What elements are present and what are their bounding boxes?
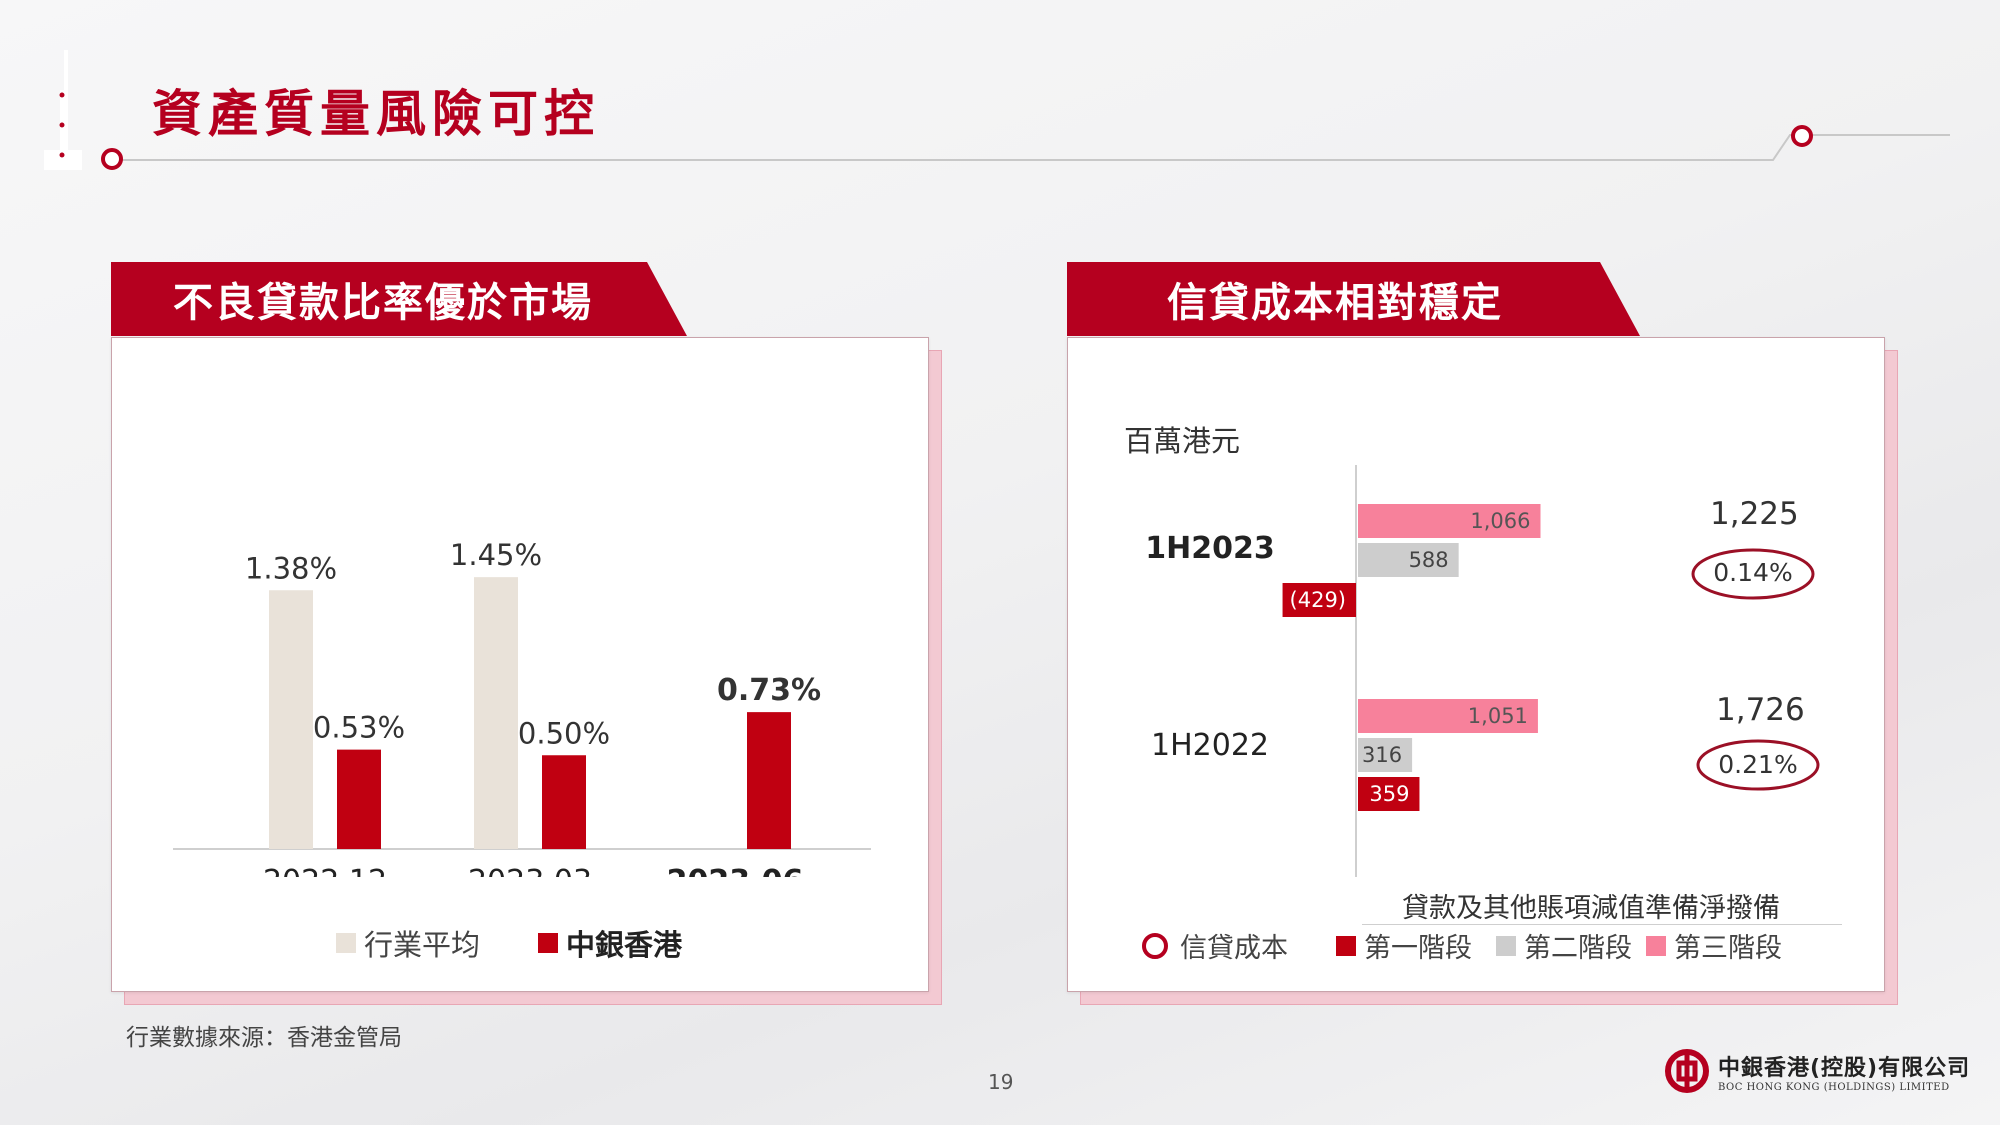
y-tick-label: 1H2023 (1145, 531, 1274, 566)
bar-boc-2023.03 (542, 755, 586, 849)
page-number: 19 (988, 1070, 1014, 1094)
company-name-en: BOC HONG KONG (HOLDINGS) LIMITED (1718, 1081, 1950, 1093)
credit-cost-oval-1h2022 (1696, 739, 1820, 791)
credit-cost-1h2022: 0.21% (1718, 750, 1798, 779)
legend-label-boc: 中銀香港 (566, 928, 683, 962)
data-label-boc-2023.03: 0.50% (518, 716, 610, 750)
bar-stage2-1H2023 (1358, 543, 1459, 577)
bar-stage1-1H2022 (1358, 777, 1420, 811)
header-divider (101, 125, 1950, 170)
right-panel (1067, 337, 1885, 992)
bar-stage3-1H2022 (1358, 699, 1538, 733)
legend-swatch-stage3 (1646, 935, 1666, 956)
legend-swatch-industry (336, 933, 356, 953)
data-label-stage3-1H2022: 1,051 (1468, 704, 1528, 728)
credit-cost-1h2023: 0.14% (1713, 558, 1793, 587)
credit-cost-chart: 1H2023 1,066 588 (429) 1H2022 1,051 316 359 (1145, 465, 1541, 877)
boc-tower-icon (44, 50, 82, 170)
bar-industry-2022.12 (269, 590, 313, 849)
left-panel (111, 337, 929, 992)
legend-label-industry: 行業平均 (364, 928, 481, 962)
bar-stage3-1H2023 (1358, 504, 1541, 538)
x-tick-label: 2022.12 (263, 864, 387, 877)
right-panel-title: 信貸成本相對穩定 (1167, 280, 1503, 326)
y-tick-label: 1H2022 (1151, 728, 1269, 763)
left-legend: 行業平均 中銀香港 (336, 922, 682, 964)
legend-label-stage2: 第二階段 (1524, 933, 1632, 964)
bar-stage1-1H2023 (1282, 583, 1356, 617)
x-caption-rule (1362, 924, 1842, 925)
legend-swatch-stage1 (1336, 935, 1356, 956)
boc-logo-icon (1665, 1049, 1709, 1093)
data-label-stage2-1H2023: 588 (1409, 548, 1449, 572)
npl-ratio-chart: 1.38% 0.53% 2022.12 1.45% 0.50% 2023.03 0.73% 2… (173, 538, 871, 877)
page-title: 資產質量風險可控 (152, 85, 600, 143)
data-label-stage1-1H2022: 359 (1369, 782, 1409, 806)
right-panel-banner: 信貸成本相對穩定 (1067, 262, 1740, 336)
legend-swatch-boc (538, 933, 559, 953)
total-1h2023: 1,225 (1710, 496, 1799, 532)
x-tick-label: 2023.06 (667, 864, 804, 877)
left-panel-banner: 不良貸款比率優於市場 (111, 262, 749, 336)
right-legend: 信貸成本 第一階段 第二階段 第三階段 (1142, 926, 1782, 965)
x-tick-label: 2023.03 (468, 864, 592, 877)
bar-stage2-1H2022 (1358, 738, 1413, 772)
company-logo: 中銀香港(控股)有限公司 BOC HONG KONG (HOLDINGS) LI… (1664, 1048, 1970, 1094)
legend-label-credit-cost: 信貸成本 (1180, 933, 1288, 964)
bar-boc-2023.06 (747, 712, 791, 849)
total-1h2022: 1,726 (1716, 692, 1805, 728)
legend-label-stage1: 第一階段 (1364, 933, 1472, 964)
data-label-stage3-1H2023: 1,066 (1470, 509, 1530, 533)
x-caption: 貸款及其他賬項減值準備淨撥備 (1402, 893, 1780, 924)
data-label-boc-2023.06: 0.73% (717, 673, 821, 708)
data-label-industry-2022.12: 1.38% (245, 551, 337, 585)
data-label-industry-2023.03: 1.45% (450, 538, 542, 572)
data-label-stage1-1H2023: (429) (1290, 588, 1346, 612)
legend-swatch-stage2 (1496, 935, 1516, 956)
bar-industry-2023.03 (474, 577, 518, 849)
bar-boc-2022.12 (337, 749, 381, 849)
credit-cost-legend-icon (1142, 932, 1168, 959)
data-label-boc-2022.12: 0.53% (313, 711, 405, 745)
legend-label-stage3: 第三階段 (1674, 933, 1782, 964)
data-label-stage2-1H2022: 316 (1362, 743, 1402, 767)
footnote: 行業數據來源：香港金管局 (126, 1025, 402, 1051)
credit-cost-oval-1h2023 (1691, 548, 1815, 600)
company-name-zh: 中銀香港(控股)有限公司 (1718, 1055, 1971, 1081)
unit-label: 百萬港元 (1124, 424, 1241, 458)
left-panel-title: 不良貸款比率優於市場 (173, 280, 593, 326)
